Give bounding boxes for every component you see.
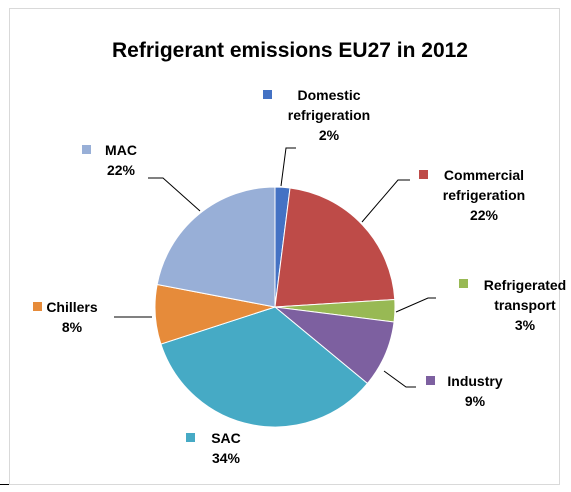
legend-marker xyxy=(186,433,195,442)
leader-lines xyxy=(114,147,436,388)
slice-label: transport xyxy=(494,297,556,313)
slice-percent: 22% xyxy=(107,162,136,178)
slice-percent: 3% xyxy=(515,317,536,333)
legend-marker xyxy=(459,279,468,288)
slice-percent: 9% xyxy=(465,393,486,409)
leader-line xyxy=(280,147,296,187)
leader-line xyxy=(361,179,410,223)
leader-line xyxy=(383,370,416,388)
slice-percent: 2% xyxy=(319,127,340,143)
slice-label: Refrigerated xyxy=(484,277,566,293)
leader-line xyxy=(395,297,436,313)
pie-slices xyxy=(154,186,396,428)
leader-line xyxy=(148,177,201,212)
corner-tick xyxy=(0,484,9,485)
slice-labels: Domestic refrigeration 2% Commercial refrige… xyxy=(33,87,566,466)
legend-marker xyxy=(426,376,435,385)
legend-marker xyxy=(82,145,91,154)
legend-marker xyxy=(33,302,42,311)
slice-label: SAC xyxy=(211,430,241,446)
slice-label: Industry xyxy=(447,373,502,389)
legend-marker xyxy=(419,170,428,179)
slice-label: MAC xyxy=(105,142,137,158)
slice-percent: 22% xyxy=(470,207,499,223)
pie-slice-commercial-refrigeration xyxy=(274,187,396,308)
slice-percent: 8% xyxy=(62,319,83,335)
slice-label: Domestic xyxy=(297,87,360,103)
chart-title: Refrigerant emissions EU27 in 2012 xyxy=(112,39,468,62)
slice-label: Commercial xyxy=(444,167,524,183)
pie-slice-sac xyxy=(160,306,369,428)
slice-label: Chillers xyxy=(46,299,98,315)
slice-label: refrigeration xyxy=(443,187,525,203)
pie-slice-mac xyxy=(156,186,276,308)
slice-percent: 34% xyxy=(212,450,241,466)
legend-marker xyxy=(263,90,272,99)
slice-label: refrigeration xyxy=(288,107,370,123)
